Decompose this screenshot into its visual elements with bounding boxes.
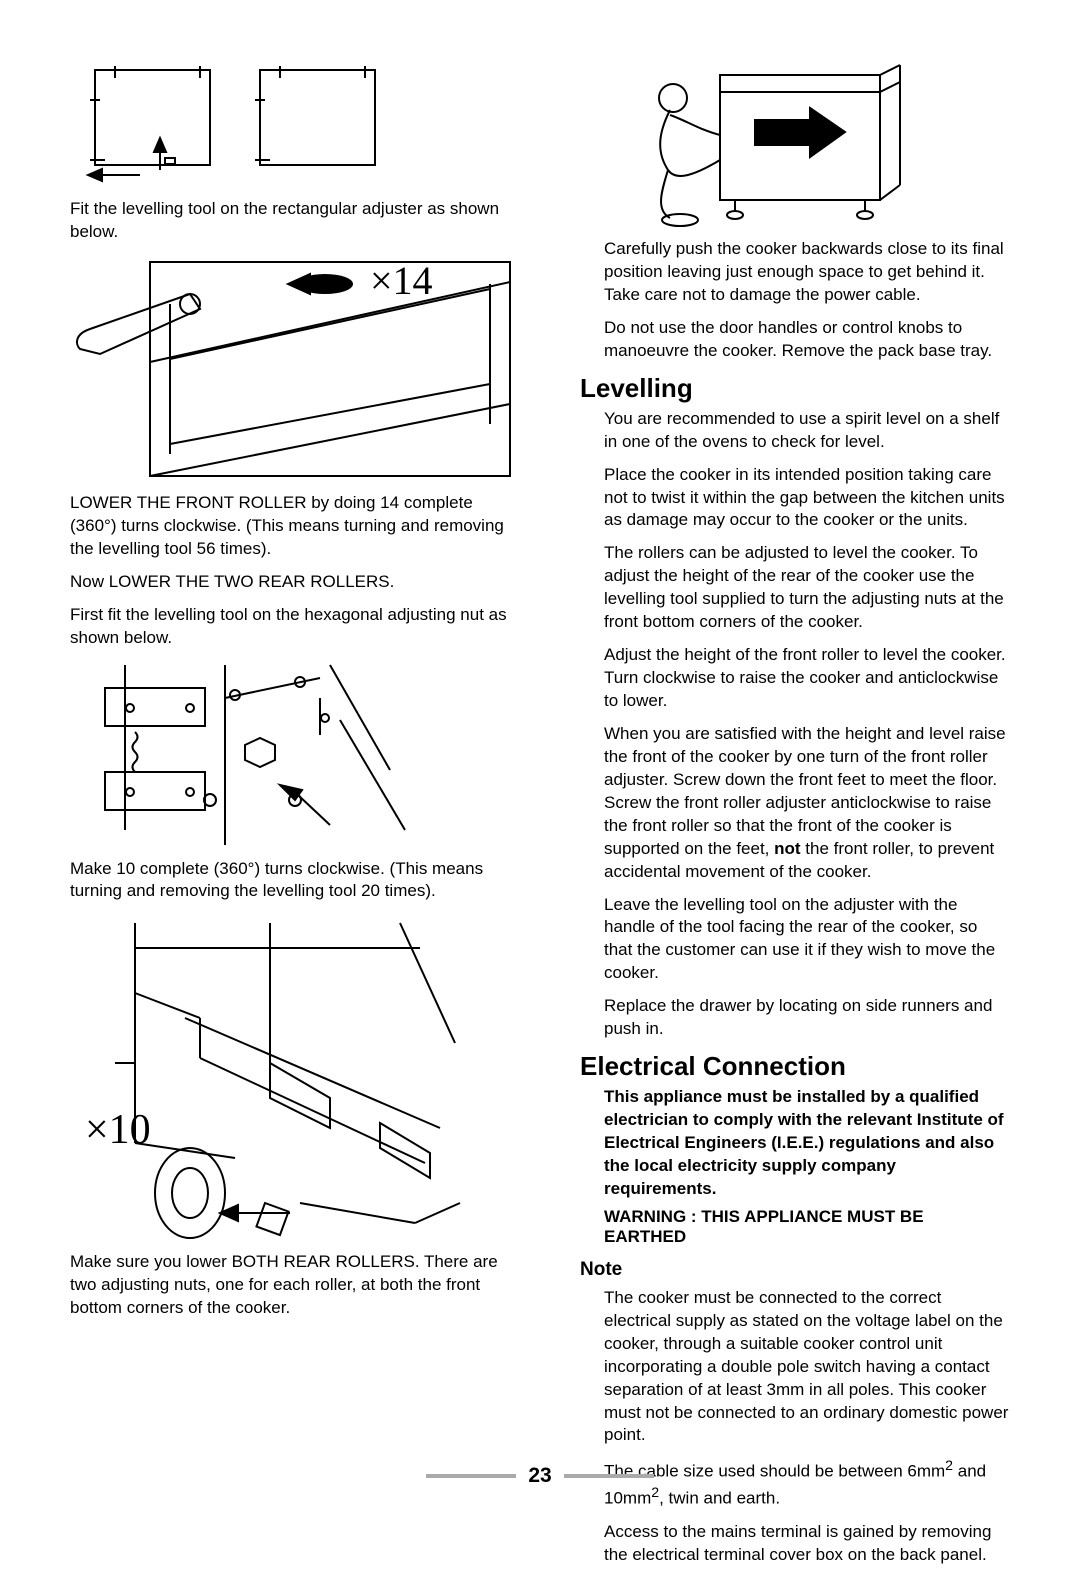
levelling-p6: Leave the levelling tool on the adjuster… [604, 894, 1010, 986]
diagram-x10: ×10 [70, 913, 520, 1243]
electrical-warning: WARNING : THIS APPLIANCE MUST BE EARTHED [604, 1207, 1010, 1247]
note-heading: Note [580, 1259, 1010, 1281]
levelling-p4: Adjust the height of the front roller to… [604, 644, 1010, 713]
note-p1: The cooker must be connected to the corr… [604, 1287, 1010, 1448]
levelling-p3: The rollers can be adjusted to level the… [604, 542, 1010, 634]
first-fit-text: First fit the levelling tool on the hexa… [70, 604, 520, 650]
footer-line-right [564, 1474, 654, 1478]
electrical-heading: Electrical Connection [580, 1051, 1010, 1082]
diagram-hex-nut [70, 660, 520, 850]
x14-label: ×14 [370, 258, 433, 303]
levelling-p5-a: When you are satisfied with the height a… [604, 724, 1006, 858]
diagram-x14: ×14 [70, 254, 520, 484]
levelling-p5: When you are satisfied with the height a… [604, 723, 1010, 884]
levelling-p2: Place the cooker in its intended positio… [604, 464, 1010, 533]
diagram-push-cooker [620, 60, 1010, 230]
note-p3: Access to the mains terminal is gained b… [604, 1521, 1010, 1567]
do-not-use-text: Do not use the door handles or control k… [604, 317, 1010, 363]
levelling-p7: Replace the drawer by locating on side r… [604, 995, 1010, 1041]
fit-tool-text: Fit the levelling tool on the rectangula… [70, 198, 520, 244]
make10-text: Make 10 complete (360°) turns clockwise.… [70, 858, 520, 904]
levelling-p1: You are recommended to use a spirit leve… [604, 408, 1010, 454]
carefully-push-text: Carefully push the cooker backwards clos… [604, 238, 1010, 307]
electrical-bold-para: This appliance must be installed by a qu… [604, 1086, 1010, 1201]
page-footer: 23 [0, 1464, 1080, 1488]
left-column: Fit the levelling tool on the rectangula… [70, 60, 520, 1576]
right-column: Carefully push the cooker backwards clos… [580, 60, 1010, 1576]
note-p2-c: , twin and earth. [659, 1489, 780, 1508]
diagram-two-cookers [70, 60, 520, 190]
lower-front-text: LOWER THE FRONT ROLLER by doing 14 compl… [70, 492, 520, 561]
x10-label: ×10 [85, 1107, 151, 1153]
page-number: 23 [528, 1464, 551, 1488]
now-lower-text: Now LOWER THE TWO REAR ROLLERS. [70, 571, 520, 594]
make-sure-text: Make sure you lower BOTH REAR ROLLERS. T… [70, 1251, 520, 1320]
levelling-heading: Levelling [580, 373, 1010, 404]
footer-line-left [426, 1474, 516, 1478]
levelling-p5-bold: not [774, 839, 800, 858]
